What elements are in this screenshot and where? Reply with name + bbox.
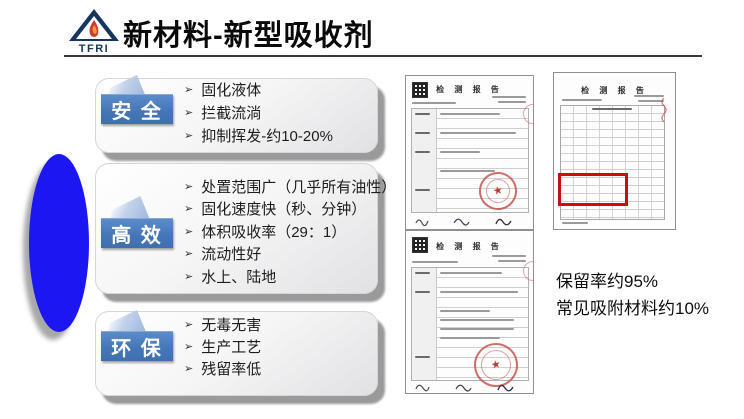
note-common-materials: 常见吸附材料约10% (556, 299, 710, 318)
page-curl-icon (110, 196, 150, 220)
table-text (415, 113, 430, 115)
label-efficiency: 高 效 (101, 218, 173, 248)
list-item: ➢ 固化速度快（秒、分钟） (184, 198, 396, 221)
table-text (440, 272, 502, 274)
environment-bullet-list: ➢ 无毒无害 ➢ 生产工艺 ➢ 残留率低 (184, 313, 261, 379)
signature-row (415, 218, 512, 227)
test-report-2: 检 测 报 告 (553, 72, 676, 230)
label-safety: 安 全 (101, 94, 173, 124)
arrow-bullet-icon: ➢ (184, 362, 194, 375)
logo-text: TFRI (79, 43, 109, 54)
list-item-text: 处置范围广（几乎所有油性） (201, 178, 397, 196)
table-text (440, 337, 500, 339)
list-item-text: 生产工艺 (201, 338, 262, 356)
list-item: ➢ 流动性好 (184, 243, 396, 266)
list-item: ➢ 拦截流淌 (184, 101, 333, 124)
card-environment: 环 保 ➢ 无毒无害 ➢ 生产工艺 ➢ 残留率低 (95, 310, 378, 396)
arrow-bullet-icon: ➢ (184, 270, 194, 283)
list-item: ➢ 处置范围广（几乎所有油性） (184, 175, 396, 198)
table-text (415, 272, 430, 274)
table-text (440, 151, 480, 153)
table-text (440, 310, 490, 312)
list-item-text: 体积吸收率（29：1） (201, 223, 347, 241)
table-text (415, 189, 430, 191)
table-text (415, 151, 430, 153)
arrow-bullet-icon: ➢ (184, 225, 194, 238)
arrow-bullet-icon: ➢ (184, 107, 194, 119)
list-item: ➢ 固化液体 (184, 78, 333, 101)
page-curl-icon (108, 310, 146, 332)
card-efficiency: 高 效 ➢ 处置范围广（几乎所有油性） ➢ 固化速度快（秒、分钟） ➢ 体积吸收率（2… (95, 163, 396, 294)
list-item-text: 固化速度快（秒、分钟） (201, 201, 367, 219)
table-text (440, 170, 495, 172)
doc-meta-line (492, 96, 526, 98)
doc-meta-line (498, 101, 526, 103)
list-item-text: 拦截流淌 (201, 105, 262, 122)
report-title: 检 测 报 告 (436, 85, 503, 94)
efficiency-bullet-list: ➢ 处置范围广（几乎所有油性） ➢ 固化速度快（秒、分钟） ➢ 体积吸收率（29：1）… (184, 175, 396, 288)
arrow-bullet-icon: ➢ (184, 318, 194, 331)
label-environment: 环 保 (101, 331, 173, 361)
list-item-text: 残留率低 (201, 360, 262, 378)
table-text (440, 328, 514, 330)
list-item: ➢ 体积吸收率（29：1） (184, 220, 396, 243)
list-item-text: 无毒无害 (201, 316, 262, 334)
list-item: ➢ 水上、陆地 (184, 265, 396, 288)
arrow-bullet-icon: ➢ (184, 203, 194, 216)
arrow-bullet-icon: ➢ (184, 84, 194, 96)
qr-code-icon (412, 237, 428, 253)
note-retention-rate: 保留率约95% (556, 272, 659, 291)
list-item: ➢ 残留率低 (184, 357, 261, 379)
card-safety: 安 全 ➢ 固化液体 ➢ 拦截流淌 ➢ 抑制挥发-约10-20% (95, 75, 378, 153)
report-title: 检 测 报 告 (581, 86, 648, 95)
title-underline (64, 55, 702, 57)
table-text (440, 291, 518, 293)
list-item-text: 固化液体 (201, 82, 262, 99)
doc-meta-line (562, 222, 588, 224)
list-item-text: 流动性好 (201, 246, 262, 264)
blue-ellipse-decoration (29, 154, 89, 332)
test-report-3: 检 测 报 告 ★ (405, 230, 534, 394)
doc-meta-line (634, 95, 664, 97)
doc-meta-line (638, 100, 664, 102)
report-data-table (560, 105, 665, 220)
list-item: ➢ 无毒无害 (184, 313, 261, 335)
list-item-text: 抑制挥发-约10-20% (201, 128, 333, 145)
red-margin-mark (661, 97, 667, 123)
doc-meta-line (412, 261, 458, 263)
arrow-bullet-icon: ➢ (184, 248, 194, 261)
list-item: ➢ 生产工艺 (184, 335, 261, 357)
doc-meta-line (492, 255, 526, 257)
table-text (440, 132, 516, 134)
table-header-text (592, 108, 632, 110)
table-text (415, 132, 430, 134)
test-report-1: 检 测 报 告 ★ (405, 75, 534, 230)
report-title: 检 测 报 告 (436, 242, 503, 251)
page-title: 新材料-新型吸收剂 (123, 20, 374, 52)
table-text (415, 356, 430, 358)
doc-meta-line (562, 99, 602, 101)
red-highlight-box (558, 173, 628, 206)
tfri-logo-icon: TFRI (69, 9, 119, 54)
qr-code-icon (412, 82, 428, 98)
safety-bullet-list: ➢ 固化液体 ➢ 拦截流淌 ➢ 抑制挥发-约10-20% (184, 78, 333, 147)
list-item-text: 水上、陆地 (201, 268, 277, 286)
doc-meta-line (412, 102, 456, 104)
table-text (415, 291, 430, 293)
list-item: ➢ 抑制挥发-约10-20% (184, 124, 333, 147)
arrow-bullet-icon: ➢ (184, 180, 194, 193)
table-text (440, 113, 500, 115)
doc-meta-line (498, 260, 526, 262)
table-text (440, 319, 514, 321)
arrow-bullet-icon: ➢ (184, 130, 194, 142)
signature-row (415, 384, 514, 392)
arrow-bullet-icon: ➢ (184, 340, 194, 353)
